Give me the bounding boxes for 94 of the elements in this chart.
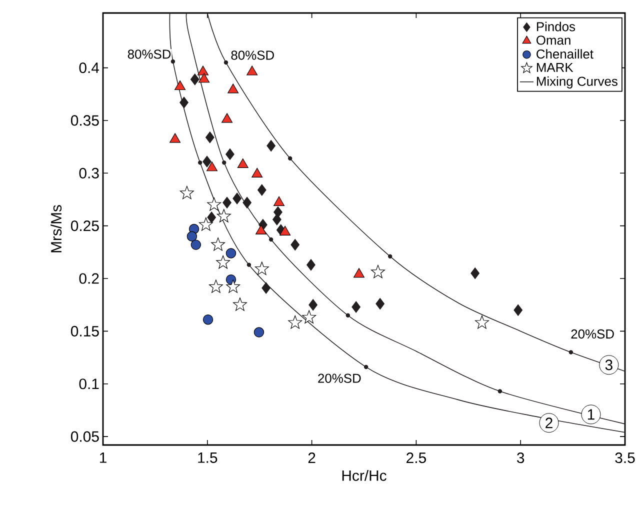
point bbox=[207, 197, 222, 211]
y-tick-label: 0.1 bbox=[79, 378, 99, 390]
point bbox=[232, 192, 242, 204]
y-axis-title: Mrs/Ms bbox=[50, 205, 62, 252]
point bbox=[233, 298, 247, 311]
y-tick-label: 0.25 bbox=[70, 220, 99, 232]
point bbox=[266, 140, 276, 152]
point bbox=[568, 350, 574, 354]
y-tick-label: 0.3 bbox=[79, 168, 99, 178]
point bbox=[216, 209, 231, 222]
line-series bbox=[207, 12, 626, 372]
point bbox=[237, 158, 248, 168]
point bbox=[222, 196, 232, 208]
point bbox=[209, 280, 223, 293]
legend-label: Chenaillet bbox=[536, 49, 594, 59]
point bbox=[222, 160, 226, 165]
x-tick-label: 2 bbox=[308, 452, 316, 463]
point bbox=[352, 301, 360, 313]
x-tick-label: 3 bbox=[517, 452, 524, 464]
point bbox=[268, 237, 274, 242]
x-tick-label: 1 bbox=[100, 452, 106, 463]
point bbox=[224, 60, 228, 65]
point bbox=[280, 226, 291, 236]
point bbox=[470, 267, 480, 280]
point bbox=[290, 239, 300, 251]
point bbox=[288, 315, 302, 329]
point bbox=[170, 133, 181, 143]
point bbox=[226, 148, 234, 160]
point bbox=[256, 224, 267, 234]
point bbox=[376, 298, 385, 310]
y-tick-label: 0.05 bbox=[70, 431, 99, 442]
point bbox=[180, 96, 188, 108]
point bbox=[302, 310, 316, 324]
point bbox=[190, 74, 200, 86]
point bbox=[198, 73, 210, 83]
annotation: 20%SD bbox=[318, 374, 361, 383]
point bbox=[202, 156, 212, 168]
x-tick-label: 2.5 bbox=[406, 452, 426, 464]
point bbox=[211, 238, 226, 251]
point bbox=[498, 389, 502, 394]
y-tick-label: 0.2 bbox=[79, 273, 99, 284]
point bbox=[202, 314, 214, 325]
point bbox=[174, 80, 186, 90]
legend-label: Mixing Curves bbox=[536, 76, 618, 88]
legend-label: MARK bbox=[536, 63, 574, 72]
point bbox=[198, 160, 202, 165]
point bbox=[222, 113, 233, 123]
point bbox=[288, 156, 292, 161]
x-axis-title: Hcr/Hc bbox=[342, 470, 386, 481]
point bbox=[364, 364, 368, 370]
point bbox=[254, 262, 269, 276]
y-tick-label: 0.4 bbox=[79, 62, 100, 74]
point bbox=[228, 84, 239, 94]
point bbox=[170, 59, 176, 64]
point bbox=[198, 217, 213, 231]
point bbox=[475, 315, 489, 329]
annotation: 80%SD bbox=[231, 50, 274, 60]
point bbox=[246, 262, 252, 267]
point bbox=[246, 66, 258, 76]
point bbox=[226, 280, 240, 293]
point bbox=[180, 186, 194, 200]
point bbox=[257, 184, 266, 196]
point bbox=[262, 282, 270, 294]
point bbox=[308, 299, 318, 311]
point bbox=[274, 196, 285, 206]
x-tick-label: 1.5 bbox=[198, 452, 218, 463]
point bbox=[514, 304, 523, 316]
annotation: 3 bbox=[605, 360, 612, 370]
point bbox=[254, 327, 264, 338]
legend-label: Oman bbox=[536, 36, 570, 45]
annotation: 20%SD bbox=[571, 329, 614, 339]
annotation: 1 bbox=[588, 409, 594, 420]
point bbox=[216, 255, 230, 269]
point bbox=[388, 254, 392, 258]
point bbox=[206, 162, 218, 172]
point bbox=[353, 268, 364, 278]
annotation: 80%SD bbox=[128, 50, 171, 59]
point bbox=[205, 132, 214, 144]
annotation: 2 bbox=[546, 418, 552, 428]
y-tick-label: 0.15 bbox=[70, 326, 99, 336]
y-tick-label: 0.35 bbox=[70, 115, 99, 126]
point bbox=[252, 168, 263, 178]
point bbox=[198, 66, 209, 76]
point bbox=[186, 231, 198, 242]
point bbox=[242, 196, 252, 208]
point bbox=[371, 264, 385, 278]
point bbox=[306, 259, 316, 271]
point bbox=[226, 248, 236, 258]
x-tick-label: 3.5 bbox=[615, 452, 635, 464]
point bbox=[207, 212, 216, 224]
point bbox=[272, 214, 282, 226]
point bbox=[190, 240, 202, 250]
legend-label: Pindos bbox=[536, 22, 576, 32]
point bbox=[346, 313, 350, 318]
